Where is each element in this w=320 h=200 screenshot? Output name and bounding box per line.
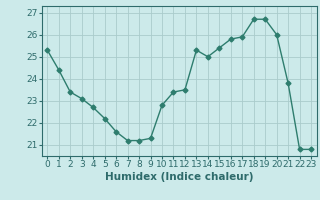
X-axis label: Humidex (Indice chaleur): Humidex (Indice chaleur) [105, 172, 253, 182]
